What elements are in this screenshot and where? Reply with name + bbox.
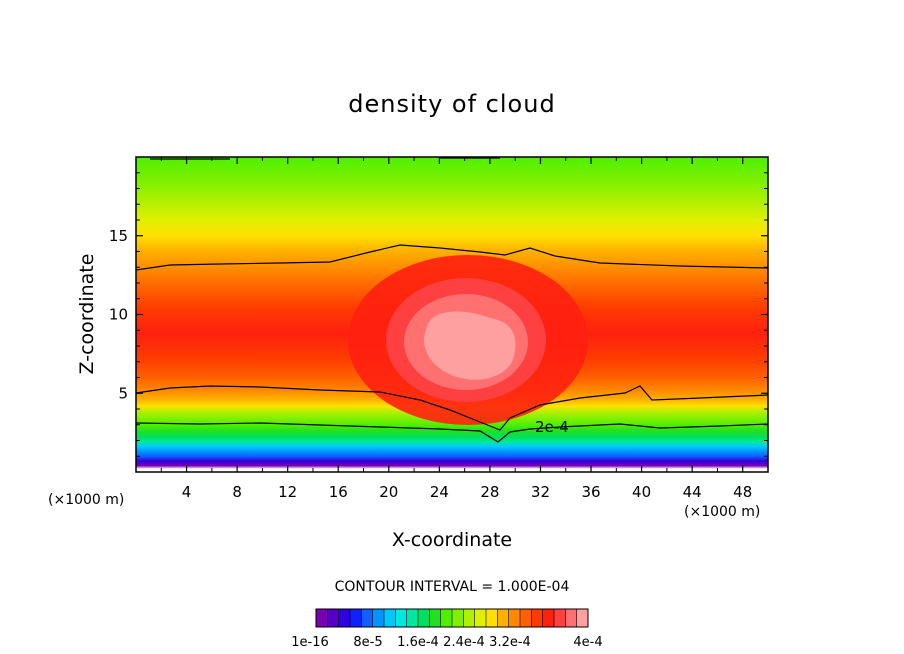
contour-label: 2e-4 bbox=[535, 418, 569, 436]
x-tick-label: 36 bbox=[581, 483, 600, 501]
colorbar-swatch bbox=[440, 609, 453, 627]
colorbar-swatch bbox=[361, 609, 374, 627]
x-unit-label-left: (×1000 m) bbox=[48, 492, 124, 508]
colorbar-swatch bbox=[531, 609, 544, 627]
contour-middle bbox=[136, 385, 768, 431]
colorbar-swatch bbox=[463, 609, 476, 627]
y-tick-label: 10 bbox=[109, 306, 128, 324]
colorbar-swatch bbox=[565, 609, 578, 627]
colorbar-swatch bbox=[418, 609, 430, 627]
y-tick-label: 5 bbox=[118, 384, 128, 402]
chart-title: density of cloud bbox=[348, 90, 555, 118]
x-tick-label: 16 bbox=[329, 483, 348, 501]
colorbar-swatch bbox=[338, 609, 351, 627]
colorbar-swatch bbox=[406, 609, 419, 627]
colorbar-swatch bbox=[542, 609, 555, 627]
x-tick-label: 4 bbox=[182, 483, 192, 501]
x-tick-label: 48 bbox=[733, 483, 752, 501]
colorbar-label: 8e-5 bbox=[353, 635, 382, 650]
colorbar-swatch bbox=[576, 609, 589, 627]
colorbar-swatch bbox=[486, 609, 498, 627]
colorbar-swatch bbox=[474, 609, 487, 627]
colorbar-swatch bbox=[508, 609, 521, 627]
contour-upper bbox=[136, 244, 768, 271]
y-tick-label: 15 bbox=[109, 227, 128, 245]
x-tick-label: 8 bbox=[232, 483, 242, 501]
colorbar-swatch bbox=[429, 609, 442, 627]
plot-area: 2e-4 bbox=[136, 157, 768, 472]
colorbar-swatch bbox=[395, 609, 408, 627]
x-tick-label: 44 bbox=[683, 483, 702, 501]
colorbar-label: 4e-4 bbox=[573, 635, 602, 650]
x-tick-label: 32 bbox=[531, 483, 550, 501]
x-tick-label: 20 bbox=[379, 483, 398, 501]
colorbar-swatch bbox=[316, 609, 328, 627]
contour-lower bbox=[136, 422, 768, 443]
colorbar-label: 3.2e-4 bbox=[489, 635, 531, 650]
colorbar-swatch bbox=[554, 609, 566, 627]
colorbar-swatch bbox=[350, 609, 362, 627]
colorbar-swatch bbox=[384, 609, 396, 627]
x-tick-label: 24 bbox=[430, 483, 449, 501]
colorbar-frame bbox=[315, 608, 589, 628]
colorbar-swatch bbox=[327, 609, 340, 627]
colorbar-label: 1.6e-4 bbox=[397, 635, 439, 650]
x-tick-label: 12 bbox=[278, 483, 297, 501]
x-axis-label: X-coordinate bbox=[392, 529, 512, 551]
x-tick-label: 40 bbox=[632, 483, 651, 501]
colorbar-swatch bbox=[372, 609, 385, 627]
x-unit-label-right: (×1000 m) bbox=[684, 504, 760, 520]
colorbar-label: 2.4e-4 bbox=[443, 635, 485, 650]
colorbar-labels: 1e-16 8e-5 1.6e-4 2.4e-4 3.2e-4 4e-4 bbox=[291, 635, 602, 650]
colorbar-swatch bbox=[497, 609, 510, 627]
cloud-core-peak bbox=[424, 311, 516, 380]
colorbar-label: 1e-16 bbox=[291, 635, 329, 650]
y-axis-label: Z-coordinate bbox=[76, 254, 98, 375]
contour-interval-text: CONTOUR INTERVAL = 1.000E-04 bbox=[335, 579, 570, 595]
colorbar bbox=[315, 609, 589, 627]
x-tick-label: 28 bbox=[480, 483, 499, 501]
colorbar-swatch bbox=[520, 609, 532, 627]
colorbar-swatch bbox=[452, 609, 464, 627]
